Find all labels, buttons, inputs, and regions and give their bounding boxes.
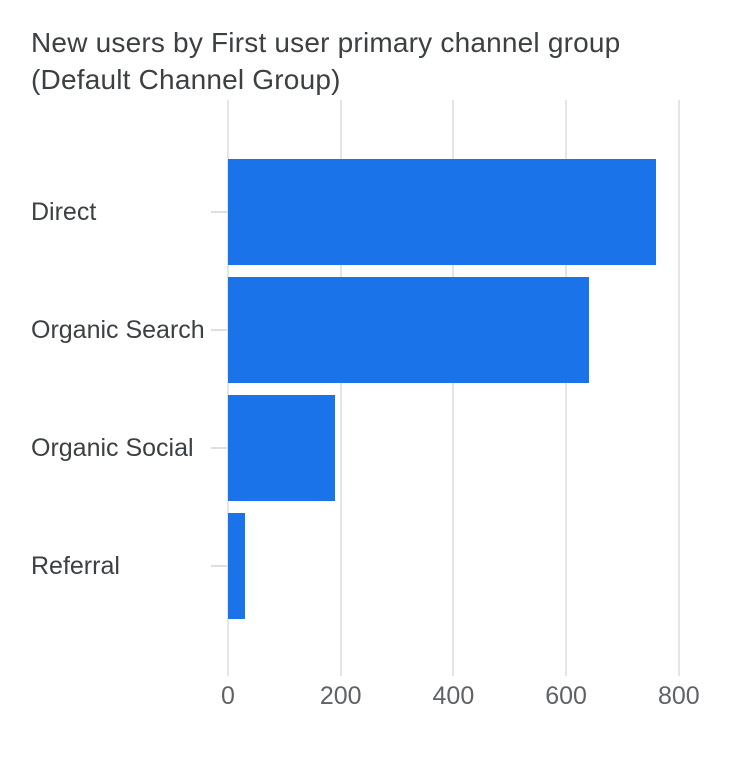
category-tick-organic-social — [211, 447, 228, 449]
category-label-direct: Direct — [31, 198, 97, 226]
x-axis-tick-label-400: 400 — [432, 682, 475, 710]
chart-title: New users by First user primary channel … — [31, 24, 711, 98]
gridline-400 — [452, 100, 455, 676]
bar-referral[interactable] — [228, 513, 245, 619]
gridline-800 — [677, 100, 680, 676]
category-label-organic-search: Organic Search — [31, 316, 205, 344]
category-label-referral: Referral — [31, 552, 120, 580]
chart-title-line-2: (Default Channel Group) — [31, 64, 341, 95]
gridline-600 — [565, 100, 568, 676]
category-tick-direct — [211, 211, 228, 213]
bar-direct[interactable] — [228, 159, 657, 265]
gridline-0 — [227, 100, 229, 676]
bar-organic-search[interactable] — [228, 277, 589, 383]
bar-organic-social[interactable] — [228, 395, 336, 501]
category-label-organic-social: Organic Social — [31, 434, 194, 462]
gridline-200 — [339, 100, 342, 676]
category-tick-organic-search — [211, 329, 228, 331]
x-axis-tick-label-0: 0 — [221, 682, 235, 710]
x-axis-tick-label-800: 800 — [657, 682, 700, 710]
x-axis-tick-label-600: 600 — [545, 682, 587, 710]
x-axis-tick-label-200: 200 — [319, 682, 362, 710]
chart-title-line-1: New users by First user primary channel … — [31, 27, 621, 58]
category-tick-referral — [211, 565, 228, 567]
